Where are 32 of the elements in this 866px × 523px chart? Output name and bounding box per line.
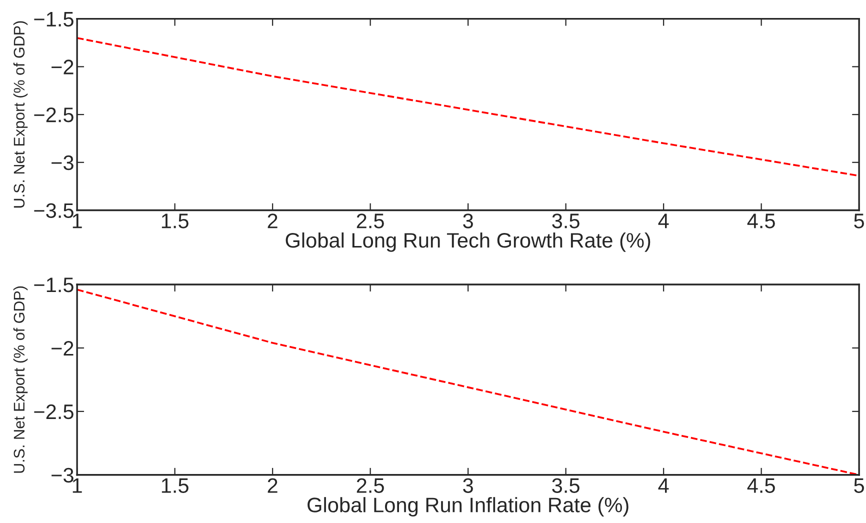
x-tick-label: 2.5 [356, 478, 384, 493]
y-tick-label: −3.5 [34, 203, 74, 218]
x-tick-label: 3.5 [552, 214, 580, 228]
x-tick-label: 2.5 [356, 214, 384, 228]
x-tick-label: 4 [658, 214, 669, 228]
y-axis-title: U.S. Net Export (% of GDP) [13, 21, 28, 208]
x-tick-label: 4.5 [747, 214, 775, 228]
y-tick-label: −1.5 [34, 12, 74, 27]
y-tick-label: −2.5 [34, 108, 74, 122]
x-axis-title: Global Long Run Tech Growth Rate (%) [286, 232, 650, 252]
x-tick-label: 4 [658, 478, 669, 493]
y-axis-title: U.S. Net Export (% of GDP) [13, 286, 28, 473]
x-tick-label: 3 [463, 478, 473, 493]
y-tick-label: −3 [52, 468, 74, 483]
x-tick-label: 1.5 [162, 478, 188, 493]
x-tick-label: 3.5 [552, 478, 580, 493]
y-tick-label: −2 [52, 60, 74, 74]
x-tick-label: 2 [268, 478, 278, 493]
x-tick-label: 1.5 [162, 214, 188, 228]
line-series [77, 37, 860, 177]
y-tick-label: −3 [52, 155, 74, 170]
x-tick-label: 1 [72, 214, 82, 228]
x-axis-title: Global Long Run Inflation Rate (%) [308, 497, 628, 517]
x-tick-label: 2 [268, 214, 278, 228]
x-tick-label: 1 [72, 478, 82, 493]
x-tick-label: 3 [463, 214, 473, 228]
x-tick-label: 5 [854, 478, 864, 493]
y-tick-label: −2.5 [34, 404, 74, 420]
y-tick-label: −2 [52, 340, 74, 356]
x-tick-label: 4.5 [747, 478, 775, 493]
x-tick-label: 5 [854, 214, 864, 228]
y-tick-label: −1.5 [34, 278, 74, 292]
